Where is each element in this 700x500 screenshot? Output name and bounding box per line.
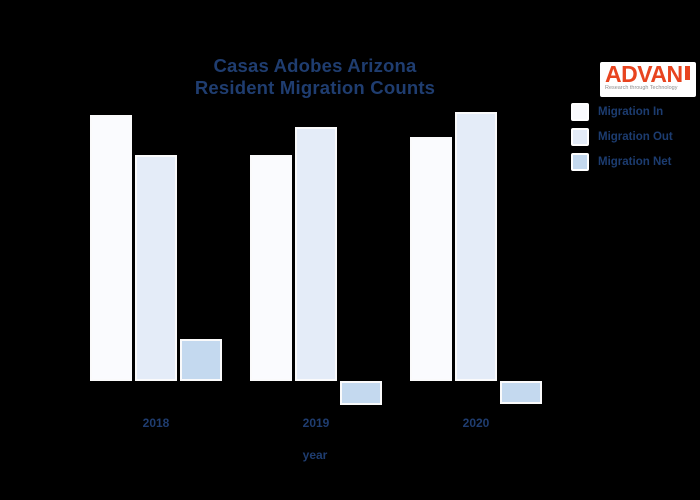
legend-swatch-icon xyxy=(571,128,589,146)
bar-migration-in-2020 xyxy=(410,137,452,381)
x-tick-2020: 2020 xyxy=(462,416,490,430)
legend-item-migration-in[interactable]: Migration In xyxy=(571,102,673,122)
x-axis-title: year xyxy=(302,448,328,462)
bar-migration-out-2018 xyxy=(135,155,177,381)
bar-migration-net-2019 xyxy=(340,381,382,405)
advan-logo-text: ADVAN xyxy=(605,61,683,87)
bar-migration-net-2020 xyxy=(500,381,542,404)
bar-migration-net-2018 xyxy=(180,339,222,381)
legend-item-migration-out[interactable]: Migration Out xyxy=(571,127,673,147)
legend-swatch-icon xyxy=(571,103,589,121)
bar-migration-in-2019 xyxy=(250,155,292,381)
advan-logo-tagline: Research through Technology xyxy=(605,85,678,91)
advan-logo[interactable]: ADVAN Research through Technology xyxy=(600,62,696,97)
chart-title: Casas Adobes Arizona Resident Migration … xyxy=(85,55,545,99)
bar-migration-out-2020 xyxy=(455,112,497,381)
legend: Migration In Migration Out Migration Net xyxy=(571,102,673,177)
x-tick-2019: 2019 xyxy=(302,416,330,430)
legend-swatch-icon xyxy=(571,153,589,171)
chart-title-line1: Casas Adobes Arizona xyxy=(213,55,417,76)
bar-migration-out-2019 xyxy=(295,127,337,381)
legend-label: Migration Out xyxy=(598,131,673,143)
legend-label: Migration Net xyxy=(598,156,672,168)
legend-label: Migration In xyxy=(598,106,664,118)
bar-migration-in-2018 xyxy=(90,115,132,381)
advan-logo-mark-icon xyxy=(684,66,690,80)
x-tick-2018: 2018 xyxy=(142,416,170,430)
legend-item-migration-net[interactable]: Migration Net xyxy=(571,152,673,172)
chart-title-line2: Resident Migration Counts xyxy=(194,77,436,98)
